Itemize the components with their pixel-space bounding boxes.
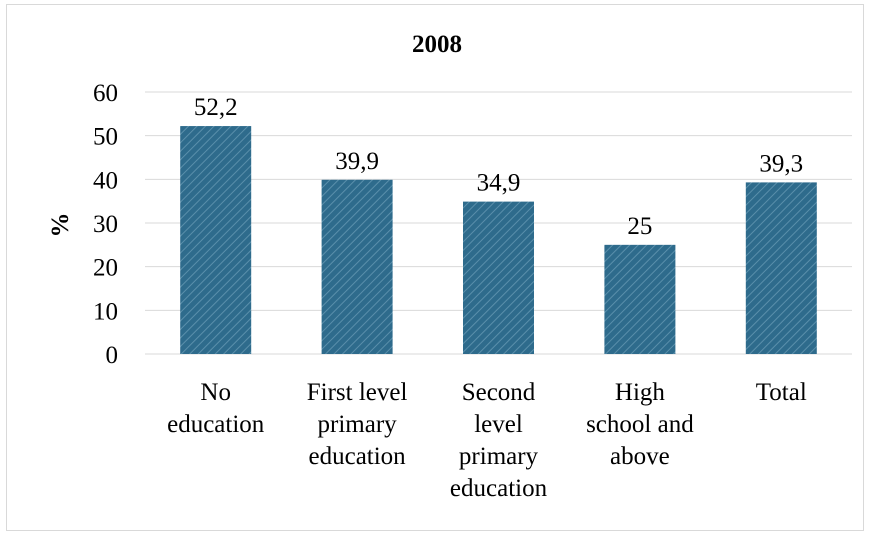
x-tick-label: First level primary education [307,379,408,470]
x-tick-label: No education [167,379,265,438]
y-tick-label: 0 [106,342,119,369]
y-tick-label: 10 [93,298,118,325]
chart-title: 2008 [412,31,462,58]
data-label: 52,2 [194,94,238,121]
y-tick-label: 40 [93,167,118,194]
y-axis-label: % [47,213,74,238]
y-tick-label: 20 [93,255,118,282]
bar [321,179,393,354]
x-tick-label: High school and above [586,379,694,470]
x-tick-label: Total [756,379,807,406]
y-tick-label: 50 [93,124,118,151]
bar [180,126,252,354]
data-label: 39,9 [335,148,379,175]
bar [745,182,817,354]
bar [604,244,676,354]
y-tick-label: 30 [93,211,118,238]
data-label: 39,3 [759,150,803,177]
x-tick-label: Second level primary education [450,379,548,502]
bar [463,201,534,354]
y-tick-label: 60 [93,80,118,107]
data-label: 34,9 [477,170,521,197]
data-label: 25 [627,213,652,240]
